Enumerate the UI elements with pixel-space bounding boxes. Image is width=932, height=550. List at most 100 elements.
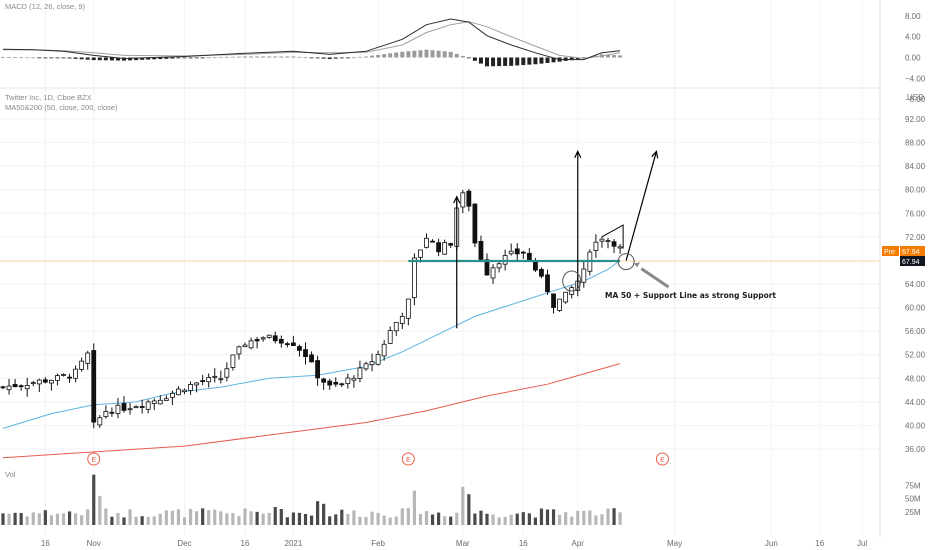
candle-body bbox=[333, 381, 339, 385]
candle-body bbox=[448, 243, 454, 246]
candle-body bbox=[387, 330, 393, 344]
candle-body bbox=[36, 379, 42, 385]
volume-bar bbox=[346, 513, 350, 525]
candle-body bbox=[194, 382, 200, 386]
volume-tick-label: 75M bbox=[905, 481, 921, 490]
volume-bar bbox=[134, 516, 138, 525]
volume-bar bbox=[521, 512, 525, 525]
volume-bar bbox=[43, 510, 47, 525]
volume-bar bbox=[406, 508, 410, 525]
macd-histogram-bar bbox=[91, 57, 96, 61]
macd-histogram-bar bbox=[351, 57, 356, 59]
candle-body bbox=[278, 338, 284, 344]
macd-histogram-bar bbox=[606, 54, 610, 58]
macd-histogram-bar bbox=[575, 57, 580, 60]
volume-bar bbox=[110, 516, 114, 525]
volume-bar bbox=[564, 512, 568, 525]
earnings-marker: E bbox=[87, 452, 101, 466]
price-tick-label: 76.00 bbox=[905, 209, 926, 218]
candle-body bbox=[163, 398, 169, 401]
volume-bar bbox=[61, 513, 66, 525]
macd-histogram-bar bbox=[122, 57, 126, 61]
macd-histogram-bar bbox=[345, 57, 350, 59]
macd-histogram-bar bbox=[478, 57, 483, 64]
candle-body bbox=[533, 261, 538, 271]
candle-body bbox=[557, 298, 562, 311]
callout-arrow-head bbox=[634, 262, 641, 268]
macd-histogram-bar bbox=[491, 57, 496, 67]
volume-bar bbox=[225, 513, 229, 525]
macd-histogram-bar bbox=[55, 57, 60, 59]
volume-bar bbox=[618, 512, 622, 525]
volume-bar bbox=[430, 514, 435, 525]
candle-body bbox=[399, 315, 405, 324]
support-circle bbox=[562, 270, 582, 292]
macd-histogram-bar bbox=[249, 56, 254, 58]
candle-body bbox=[121, 403, 127, 411]
price-tick-label: 92.00 bbox=[905, 115, 926, 124]
volume-bar bbox=[485, 513, 489, 525]
volume-bar bbox=[207, 510, 211, 525]
price-tick-label: 60.00 bbox=[905, 304, 926, 313]
macd-histogram-bar bbox=[200, 57, 205, 59]
macd-histogram-bar bbox=[134, 57, 139, 61]
candle-body bbox=[73, 368, 78, 379]
x-tick-label: 2021 bbox=[285, 539, 303, 548]
volume-bar bbox=[55, 513, 60, 525]
macd-histogram-bar bbox=[43, 57, 48, 59]
candle-body bbox=[472, 203, 478, 244]
x-tick-label: May bbox=[667, 539, 682, 548]
volume-bar bbox=[1, 513, 5, 525]
pennant-drawing bbox=[601, 224, 624, 249]
volume-bar bbox=[219, 511, 223, 525]
macd-histogram-bar bbox=[158, 57, 163, 60]
volume-bar bbox=[104, 508, 108, 525]
volume-bar bbox=[7, 513, 11, 525]
volume-bar bbox=[443, 516, 447, 525]
macd-histogram-bar bbox=[61, 57, 66, 59]
volume-bar bbox=[116, 513, 120, 525]
volume-bar bbox=[400, 508, 404, 525]
macd-histogram-bar bbox=[315, 57, 320, 59]
volume-bar bbox=[285, 517, 289, 525]
candle-body bbox=[430, 240, 435, 243]
macd-histogram-bar bbox=[472, 57, 477, 61]
chart-title: Twitter Inc, 1D, Cboe BZX bbox=[5, 93, 92, 102]
time-axis: 16 Nov Dec 16 2021 Feb Mar 16 Apr May Jun 16 Jul bbox=[41, 539, 868, 548]
candle-body bbox=[496, 263, 502, 269]
volume-bar bbox=[515, 513, 519, 525]
volume-bar bbox=[437, 512, 441, 525]
support-annotation: MA 50 + Support Line as strong Support bbox=[605, 291, 776, 300]
macd-histogram-bar bbox=[273, 56, 278, 58]
volume-bar bbox=[376, 512, 380, 525]
candle-body bbox=[605, 240, 611, 242]
macd-histogram-bar bbox=[297, 56, 302, 58]
macd-line bbox=[2, 18, 621, 61]
macd-histogram-bar bbox=[430, 50, 435, 58]
ma-legend: MA50&200 (50, close, 200, close) bbox=[5, 103, 118, 112]
candle-body bbox=[611, 241, 617, 247]
candle-body bbox=[182, 389, 187, 393]
macd-histogram-bar bbox=[545, 57, 550, 63]
macd-histogram-bar bbox=[7, 57, 12, 58]
volume-bar bbox=[92, 474, 96, 525]
volume-tick-label: 50M bbox=[905, 495, 921, 504]
x-tick-label: 16 bbox=[519, 539, 528, 548]
volume-bar bbox=[503, 516, 507, 525]
price-tick-label: 80.00 bbox=[905, 186, 926, 195]
macd-histogram-bar bbox=[533, 57, 538, 65]
candle-body bbox=[139, 406, 145, 408]
macd-histogram-bar bbox=[394, 52, 399, 58]
volume-bar bbox=[588, 510, 592, 525]
measured-move-arrow-1-head bbox=[453, 195, 461, 204]
candle-body bbox=[290, 342, 296, 346]
candle-body bbox=[30, 382, 36, 385]
volume-bar bbox=[364, 517, 368, 525]
macd-histogram-bar bbox=[97, 57, 102, 61]
earnings-circle bbox=[87, 452, 101, 466]
volume-bar bbox=[140, 516, 144, 525]
volume-bar bbox=[267, 512, 271, 525]
volume-bar bbox=[370, 511, 374, 525]
